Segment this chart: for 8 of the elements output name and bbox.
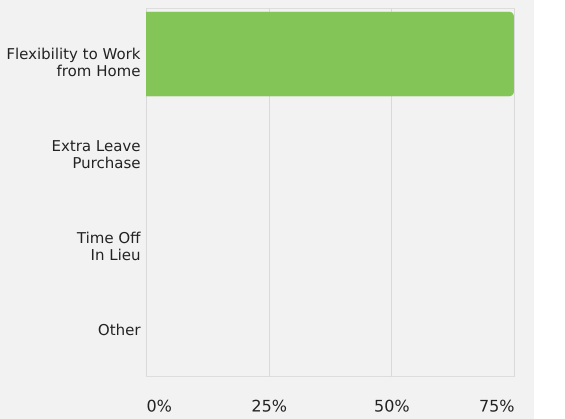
x-tick-label: 75% (478, 396, 514, 416)
x-tick-label: 50% (374, 396, 410, 416)
y-tick-label: Flexibility to Work from Home (6, 45, 141, 80)
y-tick-label: Other (98, 321, 142, 339)
x-tick-label: 25% (251, 396, 287, 416)
y-tick-label: Extra Leave Purchase (52, 137, 140, 172)
y-tick-label: Time Off In Lieu (76, 229, 142, 264)
x-tick-label: 0% (146, 396, 172, 416)
